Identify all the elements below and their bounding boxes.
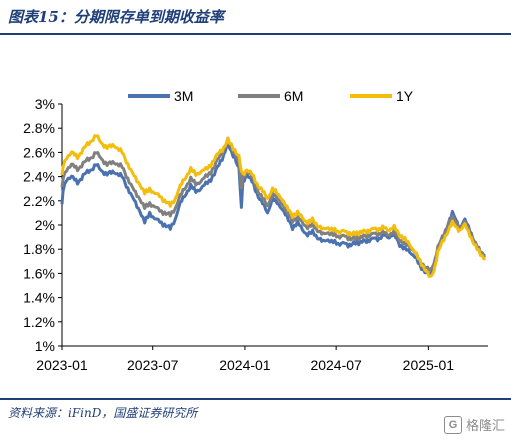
x-tick-label: 2023-01 (36, 357, 88, 373)
y-tick-label: 1.4% (23, 290, 55, 306)
y-tick-label: 1.2% (23, 314, 55, 330)
y-tick-label: 2.2% (23, 193, 55, 209)
x-axis: 2023-01 2023-07 2024-01 2024-07 2025-01 (36, 345, 488, 373)
x-tick-label: 2023-07 (127, 357, 179, 373)
y-tick-label: 2.4% (23, 169, 55, 185)
legend-label-1y: 1Y (396, 88, 414, 104)
y-tick-label: 1.8% (23, 241, 55, 257)
y-tick-label: 3% (35, 96, 55, 112)
legend-label-3m: 3M (174, 88, 193, 104)
y-tick-label: 2.6% (23, 144, 55, 160)
watermark-logo-icon: G (443, 415, 462, 434)
y-tick-label: 1.6% (23, 265, 55, 281)
y-tick-label: 2.8% (23, 120, 55, 136)
y-tick-label: 2% (35, 217, 55, 233)
legend-label-6m: 6M (284, 88, 303, 104)
watermark-text: 格隆汇 (465, 418, 505, 433)
x-tick-label: 2025-01 (403, 357, 455, 373)
legend: 3M 6M 1Y (128, 88, 414, 104)
y-tick-label: 1% (35, 338, 55, 354)
header-rule (0, 33, 511, 35)
x-tick-label: 2024-07 (310, 357, 362, 373)
line-chart: 1% 1.2% 1.4% 1.6% 1.8% 2% 2.2% 2.4% 2.6% 2.8% 3% 2… (23, 88, 488, 373)
figure-title: 图表15：分期限存单到期收益率 (8, 8, 224, 26)
series-line-1y (60, 134, 486, 278)
watermark: G 格隆汇 (443, 415, 505, 434)
source-note: 资料来源：iFinD，国盛证券研究所 (8, 406, 198, 420)
series-line-3m (60, 139, 486, 277)
series-layer (60, 134, 486, 278)
x-tick-label: 2024-01 (219, 357, 271, 373)
y-axis: 1% 1.2% 1.4% 1.6% 1.8% 2% 2.2% 2.4% 2.6% 2.8% 3% (23, 96, 63, 354)
footer-rule (0, 398, 511, 400)
